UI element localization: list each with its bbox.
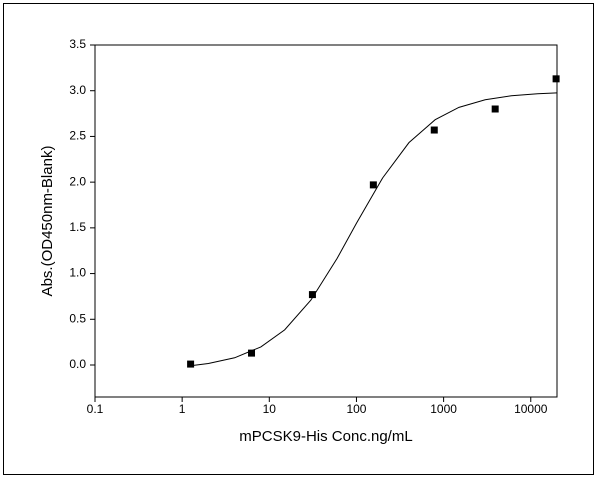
y-tick-label: 3.0 [69,83,86,97]
y-tick-label: 1.0 [69,266,86,280]
y-tick-label: 0.5 [69,311,86,325]
y-tick-label: 1.5 [69,220,86,234]
data-point [491,105,499,113]
y-tick-label: 0.0 [69,357,86,371]
x-tick-label: 10 [263,402,277,416]
fit-curve [190,92,558,367]
data-point [187,360,195,368]
data-point [248,349,256,357]
x-tick-label: 10000 [514,402,548,416]
x-tick-label: 1000 [430,402,457,416]
data-point [430,126,438,134]
x-tick-label: 0.1 [87,402,104,416]
x-axis-title: mPCSK9-His Conc.ng/mL [239,428,412,445]
data-point [552,75,560,83]
y-tick-label: 2.5 [69,129,86,143]
data-point [308,291,316,299]
plot-border [94,44,558,398]
y-tick-label: 2.0 [69,174,86,188]
x-tick-label: 1 [179,402,186,416]
y-axis-title: Abs.(OD450nm-Blank) [39,146,56,297]
x-tick-label: 100 [346,402,366,416]
data-point [369,181,377,189]
frame [3,3,594,475]
y-tick-label: 3.5 [69,37,86,51]
